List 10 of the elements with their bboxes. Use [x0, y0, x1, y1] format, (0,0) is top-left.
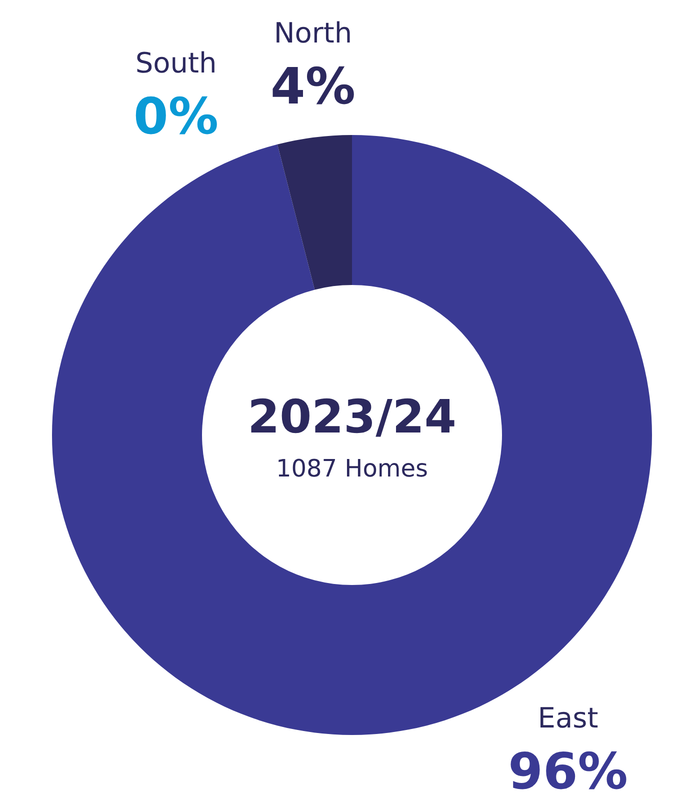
slice-label: East: [538, 702, 598, 735]
category-label: South: [135, 46, 217, 80]
donut-slice: [277, 135, 352, 290]
data-label: 96%: [508, 742, 628, 801]
text: 1087 Homes: [276, 454, 428, 483]
slice-label: North: [274, 16, 352, 50]
text: 0%: [134, 88, 218, 146]
data-label: 4%: [270, 58, 356, 116]
donut-slice: [52, 135, 652, 734]
text: 2023/24: [248, 390, 456, 444]
